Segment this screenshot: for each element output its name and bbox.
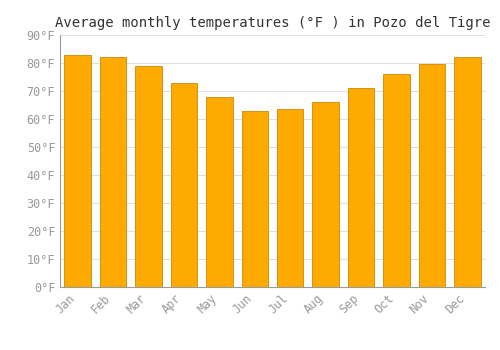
Bar xyxy=(206,97,233,287)
Bar xyxy=(277,109,303,287)
Bar xyxy=(348,88,374,287)
Bar xyxy=(100,57,126,287)
Bar xyxy=(418,64,445,287)
Bar xyxy=(64,55,91,287)
Bar xyxy=(136,66,162,287)
Bar xyxy=(242,111,268,287)
Bar xyxy=(312,102,339,287)
Title: Average monthly temperatures (°F ) in Pozo del Tigre: Average monthly temperatures (°F ) in Po… xyxy=(55,16,490,30)
Bar xyxy=(383,74,409,287)
Bar xyxy=(170,83,197,287)
Bar xyxy=(454,57,480,287)
